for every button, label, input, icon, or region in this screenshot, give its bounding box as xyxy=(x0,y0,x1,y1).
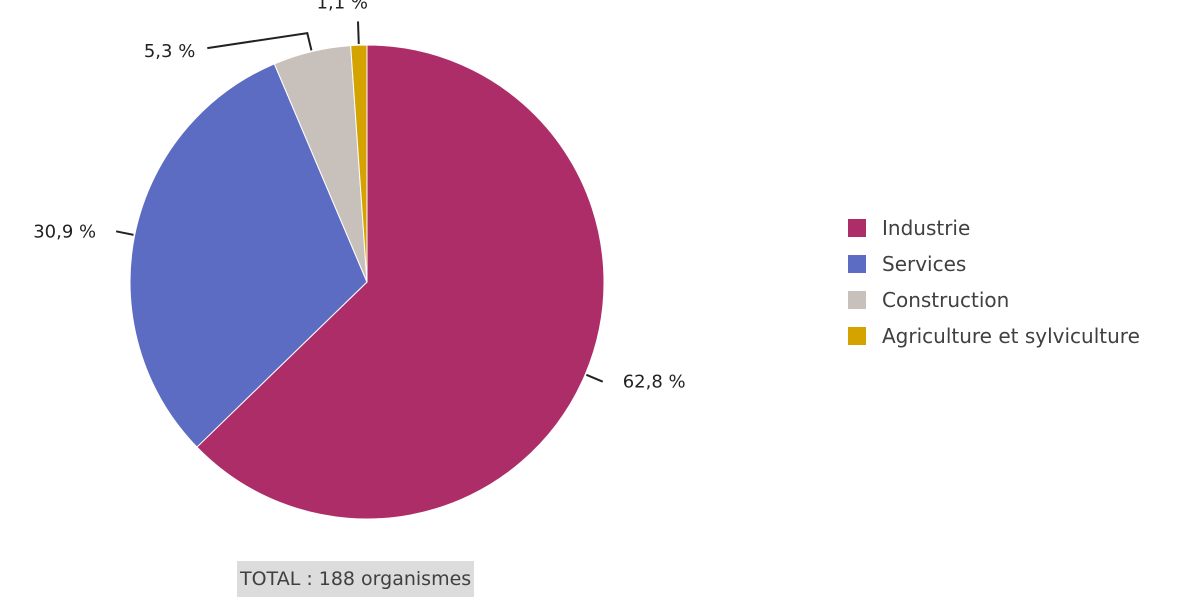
leader-line-2 xyxy=(207,31,313,51)
legend-swatch-industrie xyxy=(848,219,866,237)
leader-line-0 xyxy=(585,373,604,383)
leader-line-3 xyxy=(357,21,360,44)
data-label-2: 5,3 % xyxy=(144,41,195,62)
pie-slices xyxy=(129,44,605,520)
legend-label-services: Services xyxy=(882,252,967,276)
pie-slice-services[interactable] xyxy=(129,63,368,448)
legend-label-agriculture: Agriculture et sylviculture xyxy=(882,324,1140,348)
legend-item-industrie[interactable]: Industrie xyxy=(848,210,1140,246)
legend-swatch-services xyxy=(848,255,866,273)
total-label: TOTAL : 188 organismes xyxy=(237,561,475,597)
legend-swatch-agriculture xyxy=(848,327,866,345)
legend-item-construction[interactable]: Construction xyxy=(848,282,1140,318)
data-labels: 62,8 % 30,9 % 5,3 % 1,1 % xyxy=(33,0,685,393)
pie-slice-industrie[interactable] xyxy=(196,44,605,520)
leader-lines xyxy=(115,21,604,383)
data-label-3: 1,1 % xyxy=(317,0,368,13)
legend-swatch-construction xyxy=(848,291,866,309)
legend: Industrie Services Construction Agricult… xyxy=(848,210,1140,354)
legend-label-construction: Construction xyxy=(882,288,1010,312)
pie-slice-agriculture-et-sylviculture[interactable] xyxy=(350,44,368,283)
data-label-0: 62,8 % xyxy=(623,372,686,393)
legend-item-services[interactable]: Services xyxy=(848,246,1140,282)
legend-label-industrie: Industrie xyxy=(882,216,971,240)
leader-line-1 xyxy=(115,230,134,236)
data-label-1: 30,9 % xyxy=(33,221,96,242)
legend-item-agriculture[interactable]: Agriculture et sylviculture xyxy=(848,318,1140,354)
